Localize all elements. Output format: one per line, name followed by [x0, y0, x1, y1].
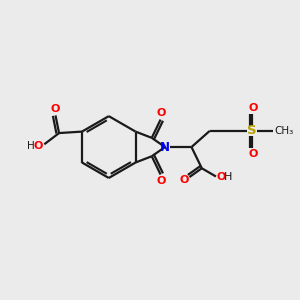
Text: O: O — [249, 149, 258, 159]
Text: S: S — [247, 124, 257, 137]
Text: O: O — [249, 103, 258, 112]
Text: O: O — [157, 176, 166, 186]
Text: O: O — [179, 175, 189, 185]
Text: N: N — [160, 141, 170, 154]
Text: O: O — [157, 108, 166, 118]
Text: O: O — [50, 104, 60, 114]
Text: CH₃: CH₃ — [274, 126, 293, 136]
Text: H: H — [27, 141, 34, 151]
Text: H: H — [224, 172, 232, 182]
Text: O: O — [217, 172, 226, 182]
Text: O: O — [33, 141, 43, 151]
